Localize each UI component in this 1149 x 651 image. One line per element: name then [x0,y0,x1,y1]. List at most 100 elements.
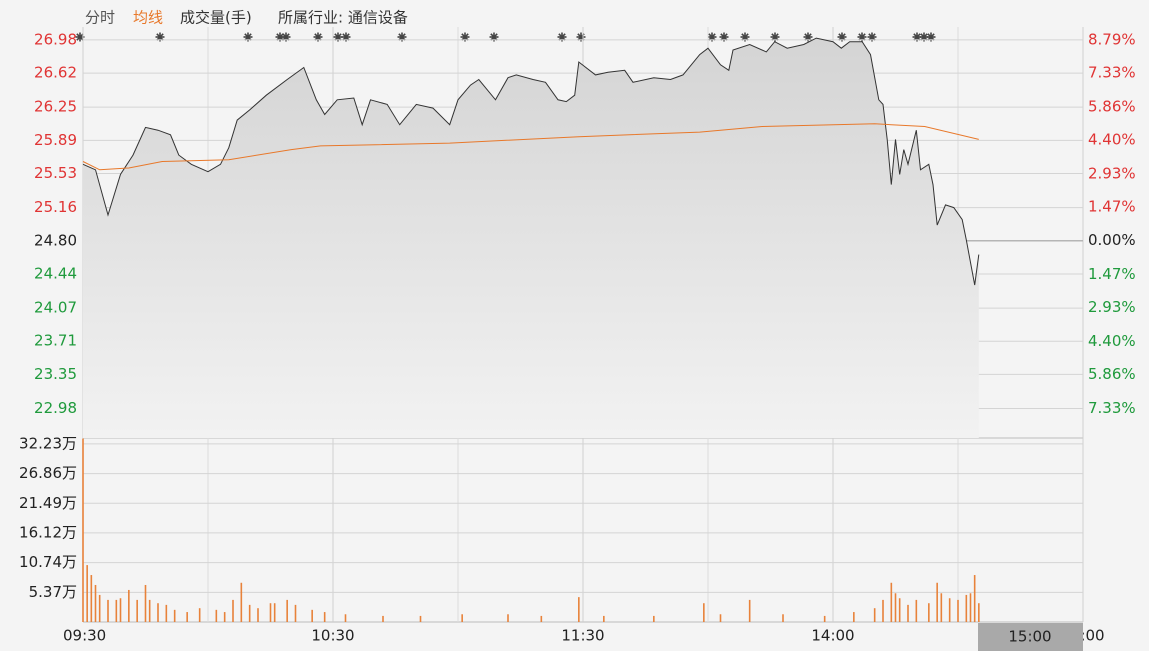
y-tick-label: 24.07 [34,299,77,317]
event-marker [720,33,728,41]
volume-bar [223,612,226,622]
volume-bar [965,594,968,622]
x-tick-label: 11:30 [561,627,604,645]
event-marker [741,33,749,41]
volume-bar [782,614,784,622]
y-tick-label: 25.16 [34,198,77,216]
volume-bar [98,594,101,622]
event-marker [282,33,290,41]
event-marker [920,33,928,41]
volume-bar [973,575,976,622]
volume-bar [86,565,88,622]
y-tick-label: 23.71 [34,332,77,350]
y-tick-label: 25.89 [34,131,77,149]
event-marker [342,33,350,41]
volume-bar [128,589,130,622]
legend-entry[interactable]: 成交量(手) [180,9,252,27]
event-marker [838,33,846,41]
volume-bar [273,603,276,622]
event-marker [913,33,921,41]
volume-bar [823,615,826,622]
volume-bar [119,598,122,622]
volume-bar [507,614,509,622]
volume-bar [257,608,259,622]
volume-bar [311,609,313,622]
price-area [83,38,979,438]
volume-bar [90,575,93,622]
event-marker [558,33,566,41]
y2-tick-label: 2.93% [1088,298,1136,316]
y2-tick-label: 8.79% [1088,30,1136,48]
event-marker [868,33,876,41]
y2-tick-label: 4.40% [1088,131,1136,149]
y2-tick-label: 4.40% [1088,332,1136,350]
volume-bar [323,612,326,622]
legend-entry[interactable]: 均线 [133,9,163,27]
volume-bar [198,608,201,622]
event-marker [156,33,164,41]
y2-tick-label: 1.47% [1088,198,1136,216]
volume-bar [186,612,188,622]
volume-bar [653,615,655,622]
y2-tick-label: 5.86% [1088,97,1136,115]
y2-tick-label: 2.93% [1088,164,1136,182]
y-tick-label: 5.37万 [29,583,77,601]
y-tick-label: 21.49万 [19,494,77,512]
x-tick-label: 10:30 [311,627,354,645]
volume-bar [461,614,463,622]
volume-bar [890,582,893,622]
y-tick-label: 23.35 [34,365,77,383]
volume-bar [286,599,288,622]
volume-bar [928,603,930,622]
volume-bar [382,615,384,622]
event-marker [858,33,866,41]
volume-bar [853,612,855,622]
volume-bar [294,604,297,622]
legend-entry[interactable]: 分时 [85,9,115,27]
event-marker [314,33,322,41]
volume-bar [215,609,218,622]
volume-bar [873,608,876,622]
x-tick-label: 14:00 [811,627,854,645]
volume-bar [894,593,897,622]
y-tick-label: 26.25 [34,98,77,116]
volume-bar [248,604,251,622]
volume-bar [240,582,243,622]
y-tick-label: 25.53 [34,164,77,182]
volume-bar [936,582,938,622]
volume-bar [82,438,84,622]
volume-bar [144,584,147,622]
volume-bar [148,599,151,622]
volume-bar [748,599,751,622]
volume-bar [719,614,722,622]
event-marker [276,33,284,41]
event-marker [334,33,342,41]
event-marker [804,33,812,41]
x-tick-label: 09:30 [63,627,106,645]
volume-bar [344,614,347,622]
y-tick-label: 26.62 [34,64,77,82]
volume-bar [915,599,918,622]
volume-bar [898,598,901,622]
average-line [82,123,979,171]
volume-bar [907,604,909,622]
y2-tick-label: 7.33% [1088,64,1136,82]
volume-bar [232,599,234,622]
y-tick-label: 24.44 [34,264,77,282]
volume-bar [269,603,272,622]
volume-bar [578,597,580,622]
y2-tick-label: 7.33% [1088,399,1136,417]
volume-bar [136,599,138,622]
volume-bar [540,615,543,622]
volume-bar [957,599,959,622]
volume-bar [948,598,951,622]
volume-bar [940,593,943,622]
volume-bar [173,609,176,622]
volume-bar [107,599,109,622]
time-box [978,623,1083,651]
volume-bar [603,615,605,622]
volume-bar [115,599,118,622]
event-marker [244,33,252,41]
y-tick-label: 32.23万 [19,434,77,452]
